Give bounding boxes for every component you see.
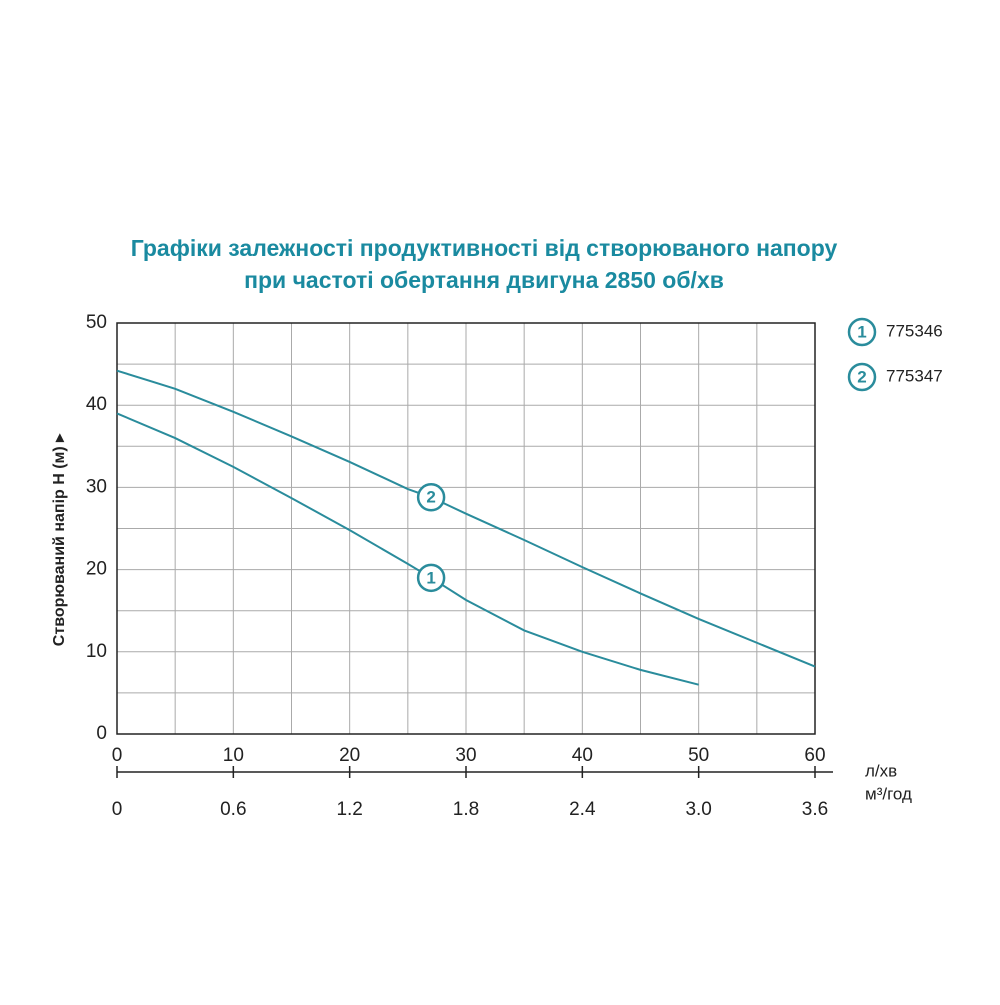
series-badge-label: 2 (426, 488, 435, 507)
y-tick-label: 20 (86, 559, 107, 580)
y-tick-label: 0 (96, 723, 107, 744)
series-badge (416, 563, 446, 593)
y-tick-label: 30 (86, 476, 107, 497)
series-badge (847, 362, 877, 392)
y-tick-label: 10 (86, 641, 107, 662)
x2-tick-label: 0.6 (220, 799, 246, 820)
x-tick-label: 60 (804, 745, 825, 766)
series-line (116, 369, 816, 668)
y-tick-label: 50 (86, 312, 107, 333)
series-badge-label: 1 (426, 568, 435, 587)
x-tick-label: 20 (339, 745, 360, 766)
x2-tick-label: 3.6 (802, 799, 828, 820)
chart-title: Графіки залежності продуктивності від ст… (131, 235, 838, 261)
series-badge (416, 483, 446, 512)
x-tick-label: 30 (455, 745, 476, 766)
x-tick-label: 0 (112, 745, 123, 766)
x2-tick-label: 1.8 (453, 799, 479, 820)
x-tick-label: 50 (688, 745, 709, 766)
x-tick-label: 40 (572, 745, 593, 766)
series-badge (847, 317, 877, 347)
legend-label: 775346 (886, 321, 943, 340)
x-axis-unit: л/хв (865, 761, 897, 780)
series-badge-label: 1 (857, 322, 866, 341)
legend-label: 775347 (886, 366, 943, 385)
y-tick-label: 40 (86, 394, 107, 415)
chart-title: при частоті обертання двигуна 2850 об/хв (244, 267, 724, 293)
x2-tick-label: 1.2 (336, 799, 362, 820)
y-axis-label: Створюваний напір H (м) ▸ (51, 433, 68, 646)
x2-axis-unit: м³/год (865, 784, 912, 803)
plot-frame (116, 322, 816, 735)
series-badge-label: 2 (857, 367, 866, 386)
x2-tick-label: 3.0 (685, 799, 711, 820)
x2-tick-label: 2.4 (569, 799, 596, 820)
x-tick-label: 10 (223, 745, 244, 766)
x2-tick-label: 0 (112, 799, 123, 820)
